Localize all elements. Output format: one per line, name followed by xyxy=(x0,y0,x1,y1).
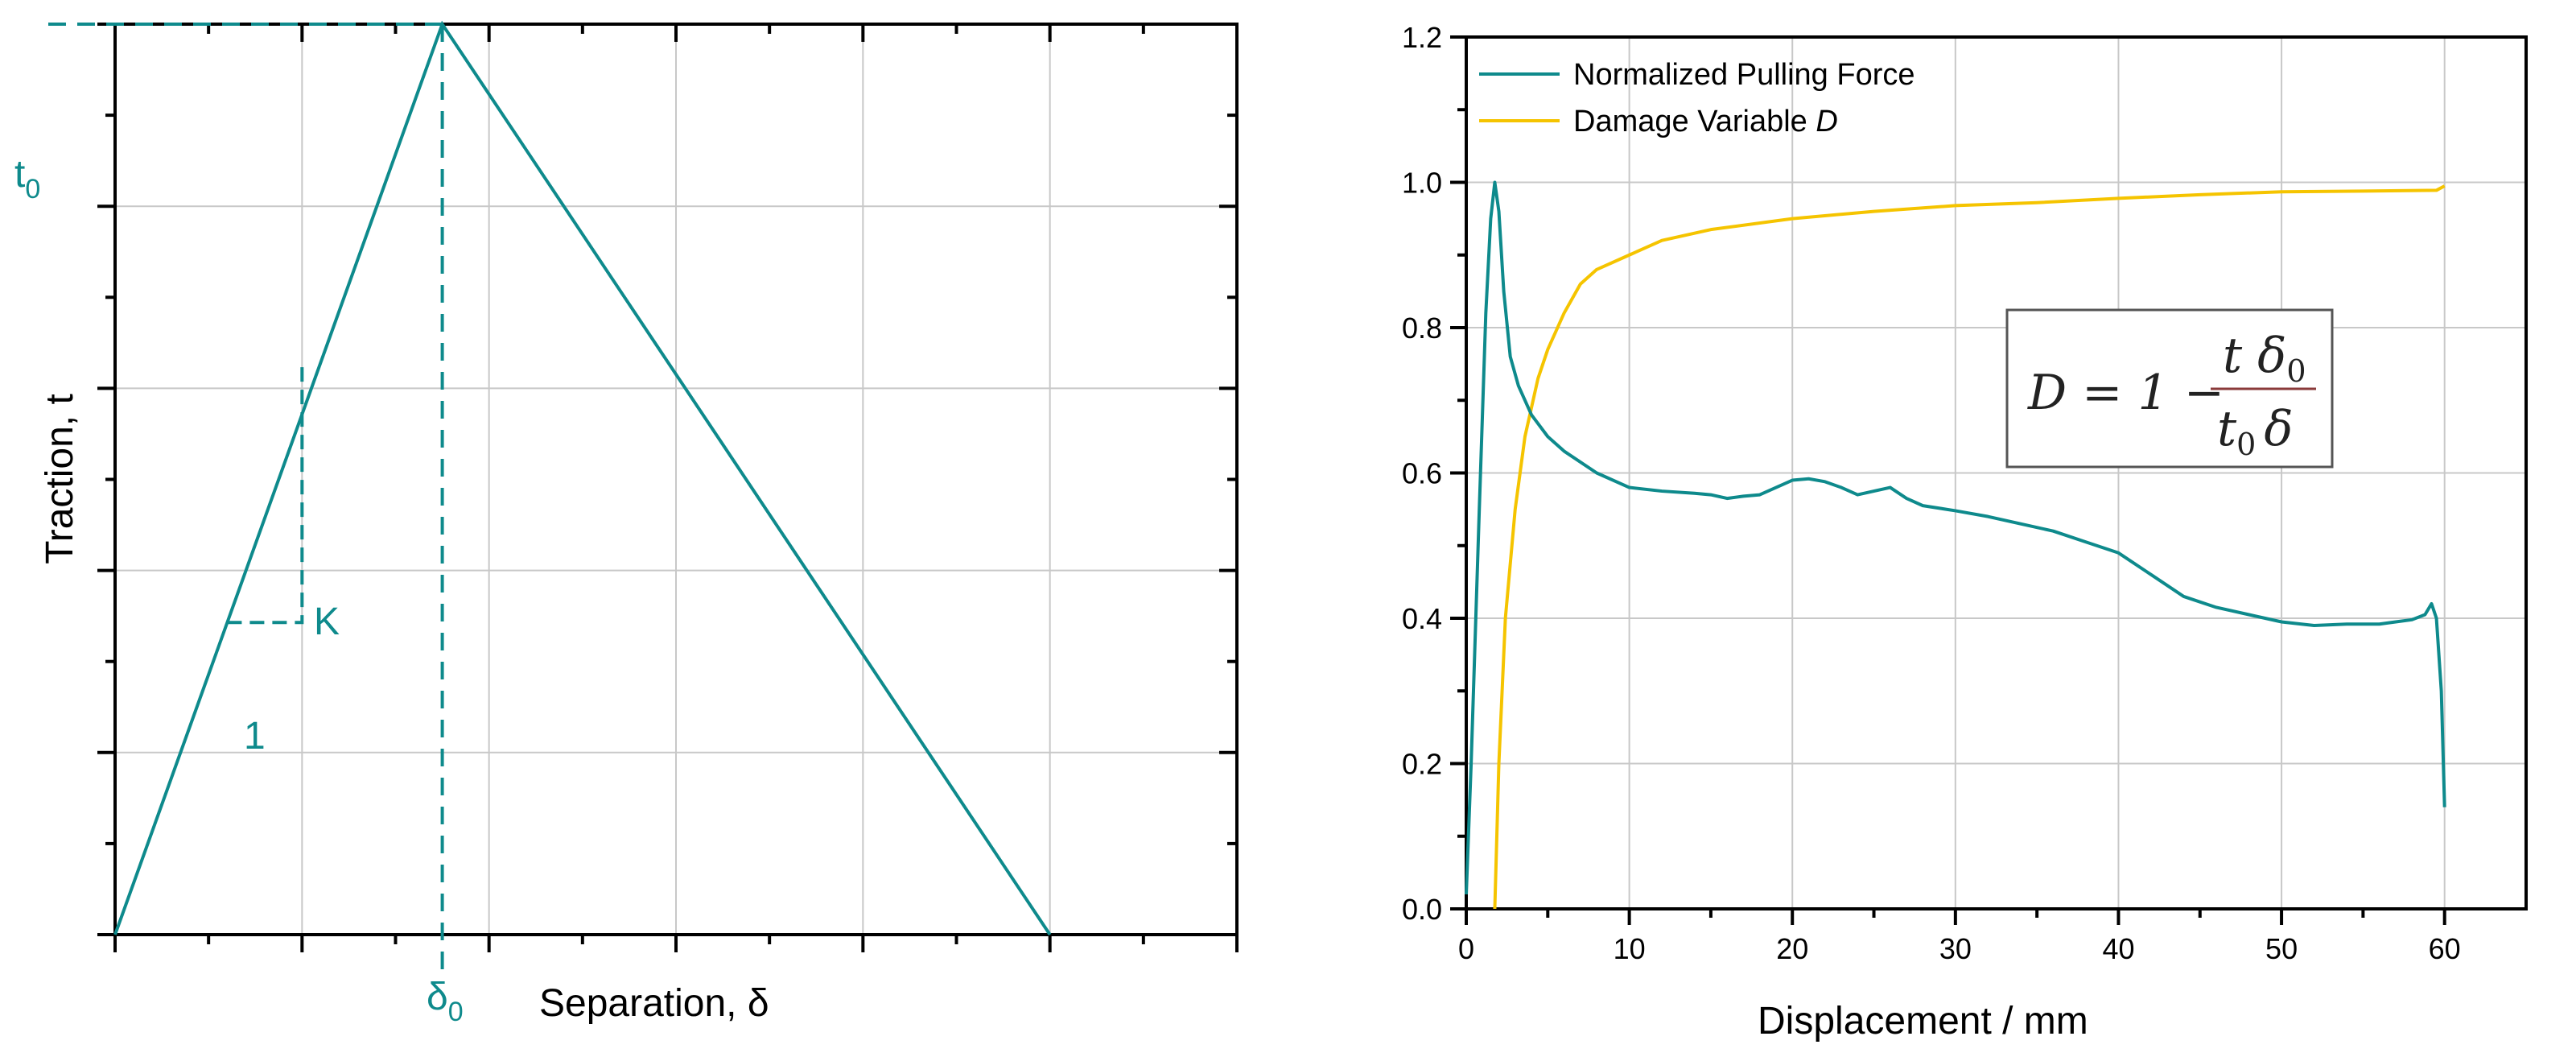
right-x-axis-title: Displacement / mm xyxy=(1758,1000,2088,1043)
right-grid xyxy=(1466,37,2526,909)
right-ticks: 0 10 20 30 40 50 60 0.0 0.2 0.4 0.6 0.8 1.0 1.2 xyxy=(1402,21,2461,965)
equation-denominator: t0 δ xyxy=(2217,401,2293,462)
series-damage-variable xyxy=(1493,184,2446,910)
left-grid xyxy=(115,24,1237,935)
damage-equation-box: D = 1 − t δ0 t0 δ xyxy=(2005,308,2334,469)
t0-label: t0 xyxy=(14,153,40,204)
traction-separation-chart: t0 δ0 K 1 Separation, δ Traction, t xyxy=(14,20,1239,1027)
equation-numerator: t δ0 xyxy=(2223,328,2306,389)
equation-lhs: D = 1 − xyxy=(2027,365,2224,421)
right-x-tick-label: 0 xyxy=(1458,932,1474,965)
left-ticks xyxy=(97,23,1239,952)
right-x-tick-label: 60 xyxy=(2429,932,2461,965)
left-x-axis-title: Separation, δ xyxy=(539,982,769,1025)
traction-separation-line xyxy=(113,20,1052,936)
right-x-tick-label: 40 xyxy=(2102,932,2134,965)
slope-rise-label: K xyxy=(314,601,340,643)
legend-label-damage: Damage Variable D xyxy=(1573,105,1838,138)
right-y-tick-label: 1.0 xyxy=(1402,167,1442,200)
legend-label-force: Normalized Pulling Force xyxy=(1573,58,1915,92)
right-x-tick-label: 20 xyxy=(1776,932,1808,965)
pulling-force-damage-chart: 0 10 20 30 40 50 60 0.0 0.2 0.4 0.6 0.8 1.0 1.2 Norma… xyxy=(1402,21,2528,1043)
left-y-axis-title: Traction, t xyxy=(39,394,81,564)
right-x-tick-label: 10 xyxy=(1614,932,1646,965)
delta0-label: δ0 xyxy=(427,976,464,1027)
slope-triangle xyxy=(227,359,304,625)
series-normalized-pulling-force xyxy=(1465,180,2446,895)
right-y-tick-label: 0.0 xyxy=(1402,893,1442,926)
slope-run-label: 1 xyxy=(244,715,266,758)
right-x-tick-label: 30 xyxy=(1939,932,1972,965)
right-y-tick-label: 0.2 xyxy=(1402,748,1442,781)
right-x-tick-label: 50 xyxy=(2265,932,2298,965)
right-y-tick-label: 0.4 xyxy=(1402,602,1442,635)
legend: Normalized Pulling Force Damage Variable… xyxy=(1479,58,1915,138)
right-y-tick-label: 0.8 xyxy=(1402,312,1442,345)
right-y-tick-label: 0.6 xyxy=(1402,457,1442,490)
right-y-tick-label: 1.2 xyxy=(1402,21,1442,54)
right-series xyxy=(1465,180,2446,910)
